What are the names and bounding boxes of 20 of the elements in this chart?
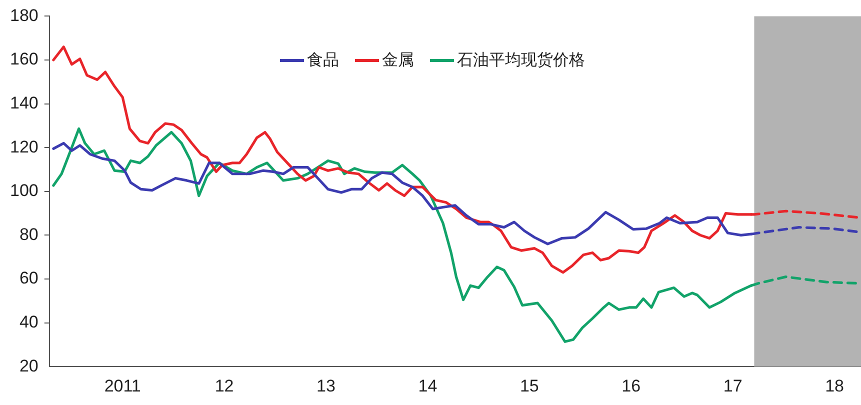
y-tick-label: 120	[10, 137, 38, 156]
legend-label: 金属	[382, 51, 414, 71]
y-tick-label: 100	[10, 181, 38, 200]
x-tick-label: 12	[214, 376, 234, 396]
y-tick-label: 40	[19, 312, 38, 332]
y-tick-label: 80	[19, 224, 38, 244]
legend-label: 食品	[307, 51, 339, 71]
y-tick-label: 160	[10, 50, 38, 69]
y-tick-label: 20	[19, 356, 38, 376]
x-tick-label: 18	[825, 376, 844, 396]
y-tick-label: 180	[10, 6, 38, 25]
x-tick-label: 15	[520, 376, 539, 396]
legend-label: 石油平均现货价格	[457, 50, 585, 71]
x-tick-label: 2011	[104, 376, 141, 396]
x-tick-label: 17	[723, 376, 742, 396]
x-tick-label: 16	[622, 376, 641, 396]
x-tick-label: 14	[418, 376, 438, 396]
x-tick-label: 13	[316, 376, 336, 396]
y-tick-label: 140	[10, 93, 38, 112]
y-tick-label: 60	[19, 268, 38, 288]
